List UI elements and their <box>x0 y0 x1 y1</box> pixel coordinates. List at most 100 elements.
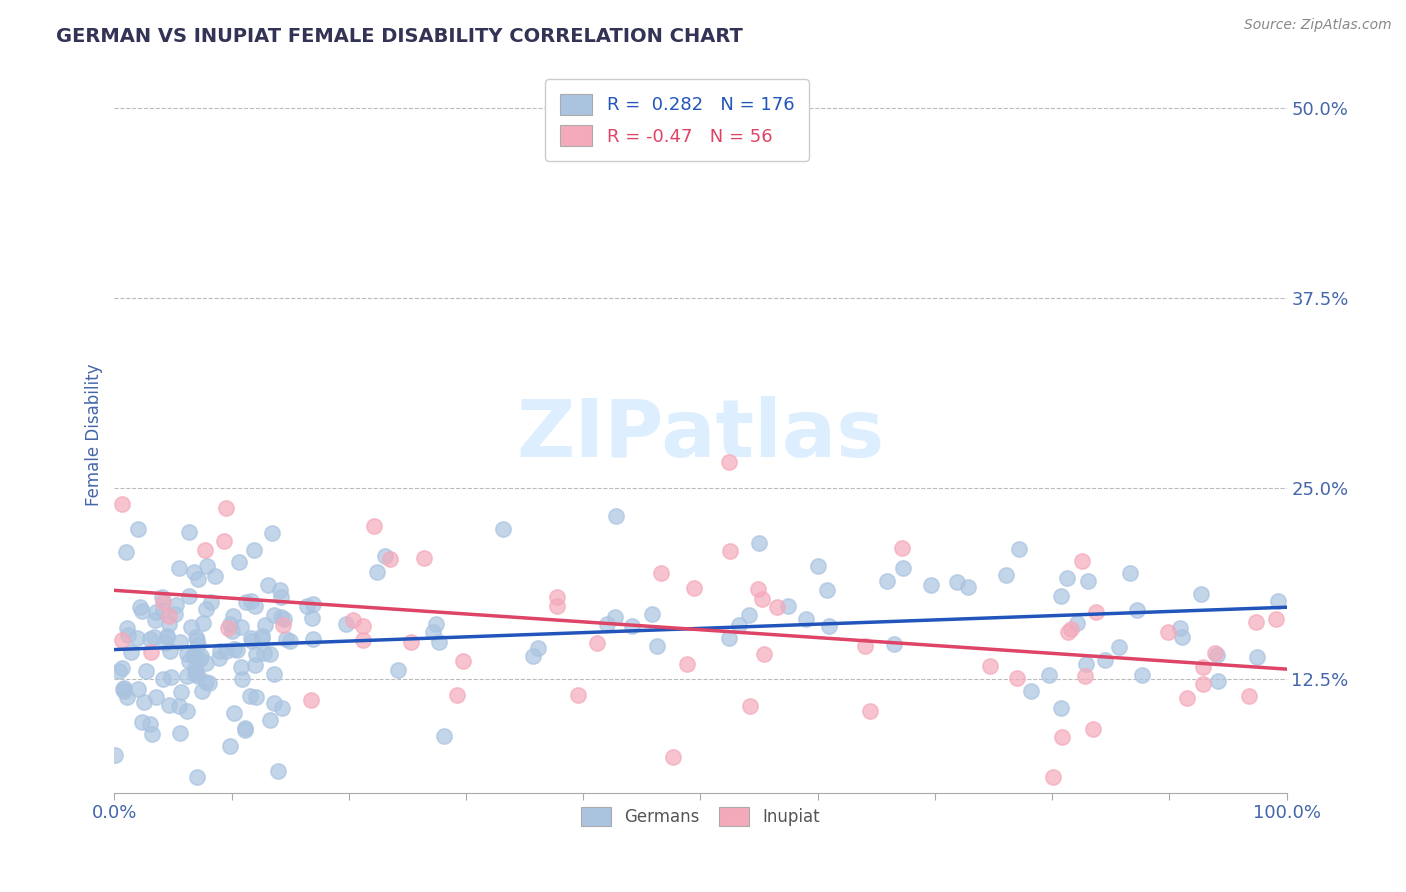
Point <box>239 594 262 608</box>
Point <box>139 716 162 731</box>
Point <box>378 551 401 566</box>
Point <box>891 541 914 556</box>
Point <box>107 664 129 678</box>
Point <box>1056 571 1078 585</box>
Point <box>252 629 274 643</box>
Point <box>433 729 456 743</box>
Point <box>184 631 207 645</box>
Point <box>169 726 191 740</box>
Point <box>250 631 273 645</box>
Point <box>422 625 444 640</box>
Point <box>727 618 749 632</box>
Legend: Germans, Inupiat: Germans, Inupiat <box>572 798 828 834</box>
Point <box>1177 691 1199 706</box>
Point <box>352 618 374 632</box>
Point <box>979 659 1001 673</box>
Point <box>297 599 319 613</box>
Point <box>184 664 207 678</box>
Point <box>111 682 134 697</box>
Point <box>187 638 209 652</box>
Point <box>229 659 252 673</box>
Point <box>129 600 152 615</box>
Point <box>207 651 229 665</box>
Point <box>747 582 769 597</box>
Point <box>176 704 198 718</box>
Point <box>891 561 914 575</box>
Point <box>1071 553 1094 567</box>
Point <box>184 667 207 681</box>
Point <box>1126 603 1149 617</box>
Point <box>163 607 186 621</box>
Point <box>586 635 609 649</box>
Point <box>605 508 627 523</box>
Point <box>1168 621 1191 635</box>
Point <box>115 690 138 705</box>
Point <box>141 645 163 659</box>
Point <box>1081 722 1104 736</box>
Point <box>157 617 180 632</box>
Point <box>231 672 253 686</box>
Point <box>243 543 266 558</box>
Point <box>738 698 761 713</box>
Point <box>263 696 285 710</box>
Point <box>451 654 474 668</box>
Point <box>156 630 179 644</box>
Point <box>738 608 761 623</box>
Point <box>139 632 162 646</box>
Point <box>228 555 250 569</box>
Point <box>219 739 242 753</box>
Point <box>682 581 704 595</box>
Point <box>302 597 325 611</box>
Point <box>186 771 208 785</box>
Point <box>1192 660 1215 674</box>
Y-axis label: Female Disability: Female Disability <box>86 364 103 507</box>
Point <box>131 604 153 618</box>
Point <box>766 599 789 614</box>
Point <box>1005 672 1028 686</box>
Point <box>229 620 252 634</box>
Point <box>815 583 838 598</box>
Point <box>160 670 183 684</box>
Point <box>1157 625 1180 640</box>
Point <box>222 609 245 624</box>
Point <box>184 661 207 675</box>
Point <box>301 611 323 625</box>
Point <box>195 558 218 573</box>
Point <box>243 599 266 614</box>
Point <box>876 574 898 589</box>
Point <box>157 698 180 713</box>
Point <box>215 644 238 658</box>
Point <box>215 501 238 516</box>
Point <box>270 590 292 604</box>
Point <box>111 633 134 648</box>
Point <box>221 624 243 639</box>
Point <box>1008 541 1031 556</box>
Point <box>222 641 245 656</box>
Point <box>1021 684 1043 698</box>
Point <box>169 561 191 575</box>
Point <box>1094 653 1116 667</box>
Point <box>366 565 388 579</box>
Point <box>796 612 818 626</box>
Text: GERMAN VS INUPIAT FEMALE DISABILITY CORRELATION CHART: GERMAN VS INUPIAT FEMALE DISABILITY CORR… <box>56 27 744 45</box>
Point <box>186 632 208 647</box>
Point <box>245 648 267 662</box>
Point <box>662 750 685 764</box>
Point <box>1074 668 1097 682</box>
Point <box>1244 615 1267 629</box>
Point <box>145 690 167 705</box>
Point <box>994 567 1017 582</box>
Point <box>546 591 568 605</box>
Point <box>195 601 218 615</box>
Point <box>956 580 979 594</box>
Point <box>169 635 191 649</box>
Point <box>245 690 267 704</box>
Point <box>263 608 285 623</box>
Point <box>190 649 212 664</box>
Point <box>111 497 134 511</box>
Point <box>152 672 174 686</box>
Point <box>191 615 214 630</box>
Point <box>527 641 550 656</box>
Point <box>120 645 142 659</box>
Point <box>1130 668 1153 682</box>
